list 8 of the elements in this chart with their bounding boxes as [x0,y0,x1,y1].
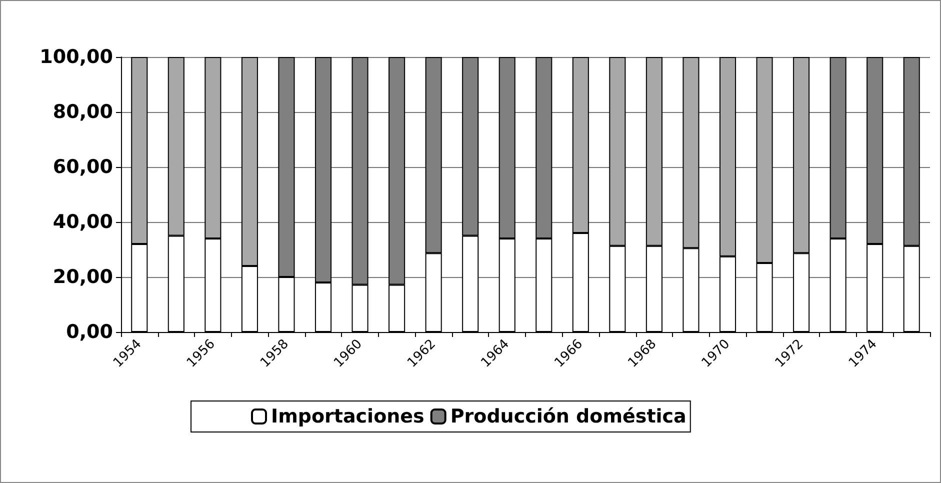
y-tick-label: 60,00 [52,156,113,178]
y-tick-label: 0,00 [66,321,113,343]
legend-label: Producción doméstica [450,406,686,428]
legend-label: Importaciones [271,406,424,428]
y-tick-label: 20,00 [52,266,113,288]
y-tick-label: 100,00 [40,46,113,68]
y-tick-label: 80,00 [52,101,113,123]
y-tick-label: 40,00 [52,211,113,233]
